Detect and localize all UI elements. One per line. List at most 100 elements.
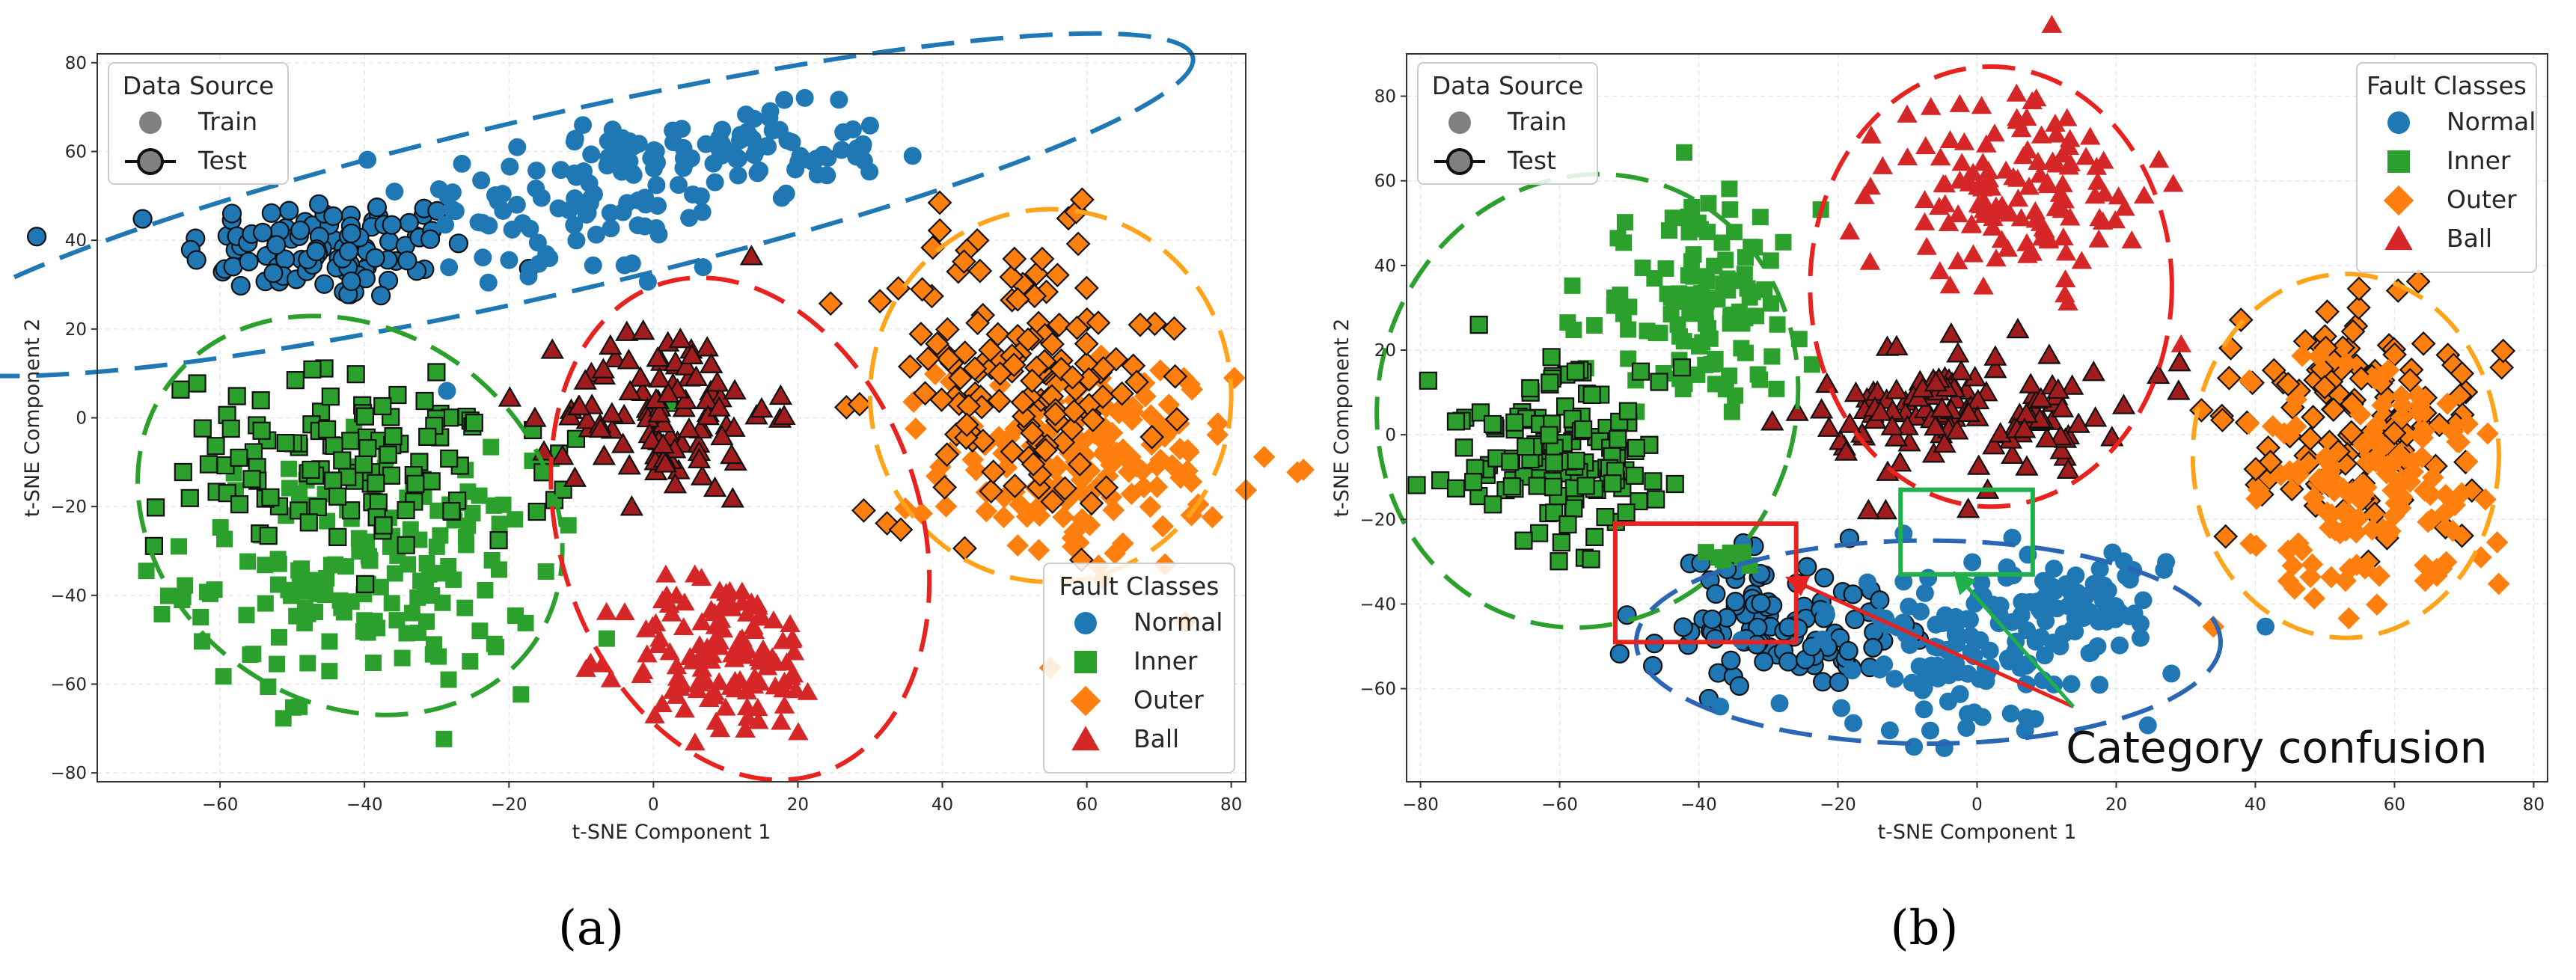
- point-inner: [1544, 453, 1564, 472]
- point-ball: [691, 612, 712, 631]
- point-inner: [1674, 381, 1692, 398]
- point-ball: [699, 352, 723, 373]
- point-inner: [1700, 195, 1717, 212]
- point-outer: [1124, 370, 1149, 395]
- y-tick-label: −40: [1359, 595, 1396, 614]
- point-inner: [212, 519, 229, 536]
- point-ball: [611, 432, 635, 453]
- point-normal: [2093, 592, 2112, 610]
- point-ball: [723, 379, 747, 399]
- point-inner: [333, 451, 352, 470]
- point-ball: [662, 680, 684, 699]
- point-outer: [967, 258, 993, 284]
- point-ball: [1914, 190, 1936, 209]
- point-inner: [180, 489, 199, 507]
- point-outer: [2298, 426, 2323, 451]
- point-outer: [998, 426, 1021, 449]
- point-outer: [1169, 438, 1191, 460]
- point-ball: [750, 396, 774, 418]
- point-ball: [1897, 147, 1918, 166]
- point-inner: [170, 538, 187, 555]
- point-normal: [1609, 643, 1630, 664]
- point-normal: [290, 220, 310, 240]
- point-normal: [770, 120, 789, 139]
- point-ball: [2111, 393, 2136, 414]
- point-ball: [1948, 251, 1968, 269]
- point-ball: [1982, 217, 2004, 236]
- point-outer: [867, 289, 893, 314]
- point-ball: [739, 245, 764, 266]
- point-normal: [2117, 567, 2135, 586]
- point-normal: [1919, 569, 1938, 587]
- point-ball: [1859, 251, 1881, 270]
- point-inner: [428, 538, 445, 555]
- point-ball: [1957, 401, 1980, 423]
- point-ball: [591, 358, 615, 379]
- point-ball: [1916, 236, 1937, 255]
- point-outer: [2340, 319, 2366, 344]
- point-ball: [658, 594, 680, 613]
- point-outer: [2364, 450, 2387, 473]
- point-inner: [328, 527, 347, 546]
- point-outer: [939, 370, 962, 393]
- point-normal: [1958, 610, 1977, 628]
- point-normal: [814, 145, 833, 164]
- x-tick-label: 0: [648, 795, 659, 815]
- point-ball: [1951, 153, 1972, 171]
- point-inner: [281, 460, 298, 477]
- point-ball: [656, 585, 677, 604]
- point-ball: [1989, 422, 2013, 443]
- point-inner: [251, 391, 270, 410]
- point-inner: [418, 427, 437, 447]
- point-ball: [2038, 230, 2060, 249]
- point-inner: [1596, 507, 1615, 527]
- point-ball: [703, 476, 727, 497]
- point-ball: [705, 371, 729, 392]
- point-normal: [527, 180, 545, 198]
- point-inner: [1689, 366, 1706, 383]
- point-inner: [427, 363, 446, 382]
- point-outer: [1071, 508, 1094, 530]
- point-outer: [965, 310, 991, 336]
- point-inner: [1672, 358, 1692, 377]
- point-ball: [724, 670, 746, 689]
- point-ball: [768, 384, 793, 405]
- point-outer: [1100, 453, 1122, 477]
- point-normal: [1817, 605, 1835, 624]
- point-inner: [1671, 328, 1689, 345]
- point-ball: [707, 396, 731, 417]
- point-outer: [1021, 452, 1046, 477]
- point-ball: [680, 343, 704, 364]
- point-ball: [691, 658, 712, 677]
- point-normal: [507, 195, 526, 214]
- legend-marker-test: [137, 148, 164, 175]
- point-inner: [257, 595, 274, 612]
- point-normal: [832, 141, 851, 159]
- point-inner: [1752, 209, 1769, 226]
- y-tick-label: −60: [1359, 680, 1396, 699]
- point-outer: [993, 486, 1016, 509]
- point-ball: [689, 671, 710, 690]
- point-inner: [1514, 531, 1533, 550]
- legend-fault-classes: Fault Classes Normal Inner Outer Ball: [1043, 563, 1235, 774]
- point-outer: [910, 277, 934, 302]
- x-tick-label: −60: [1541, 795, 1578, 815]
- point-inner: [252, 421, 271, 440]
- point-ball: [652, 693, 673, 712]
- point-inner: [1762, 295, 1779, 312]
- point-ball: [551, 444, 575, 465]
- legend-entry-label: Outer: [1133, 685, 1204, 714]
- point-inner: [215, 668, 232, 685]
- point-ball: [523, 406, 547, 427]
- point-inner: [560, 517, 577, 534]
- point-outer: [2491, 338, 2516, 364]
- point-ball: [2086, 156, 2108, 175]
- point-ball: [1949, 360, 1973, 381]
- point-normal: [527, 161, 546, 180]
- point-normal: [565, 215, 584, 234]
- point-outer: [1104, 542, 1127, 565]
- point-inner: [1559, 314, 1576, 331]
- point-ball: [600, 669, 622, 687]
- point-ball: [2052, 200, 2072, 218]
